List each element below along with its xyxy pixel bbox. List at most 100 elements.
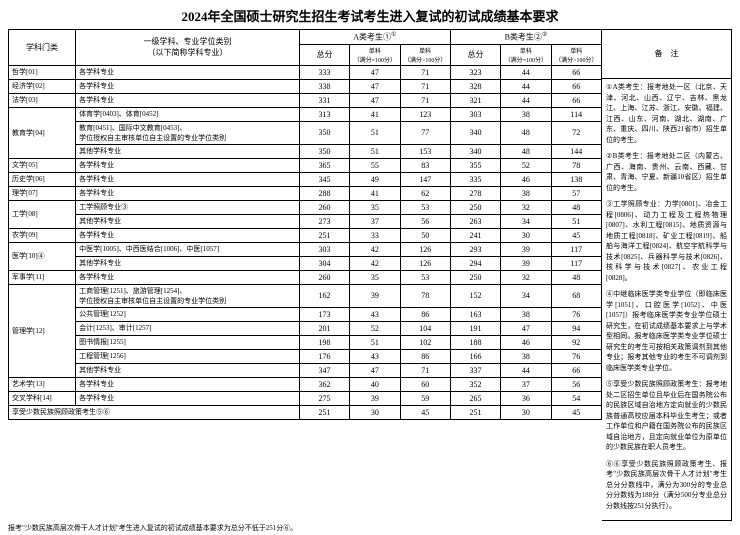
- cell-score: 37: [501, 377, 551, 391]
- content-wrap: 学科门类 一级学科、专业学位类别 （以下简称学科专业） A类考生①① B类考生②…: [0, 29, 740, 521]
- cell-score: 76: [551, 349, 601, 363]
- cell-score: 288: [299, 186, 349, 200]
- table-row: 医学[10]④中医学[1005]、中西医结合[1006]、中医[1057]303…: [9, 242, 602, 256]
- cell-score: 71: [400, 79, 450, 93]
- cell-score: 260: [299, 270, 349, 284]
- cell-score: 68: [551, 284, 601, 307]
- cell-score: 163: [450, 307, 500, 321]
- cell-score: 38: [501, 349, 551, 363]
- cell-score: 338: [299, 79, 349, 93]
- cell-score: 250: [450, 200, 500, 214]
- table-row: 艺术学[13]各学科专业36240603523756: [9, 377, 602, 391]
- cell-score: 45: [400, 405, 450, 419]
- cell-score: 48: [551, 270, 601, 284]
- cell-major: 各学科专业: [76, 65, 300, 79]
- cell-score: 78: [551, 158, 601, 172]
- cell-score: 313: [299, 107, 349, 121]
- cell-score: 38: [501, 107, 551, 121]
- cell-score: 59: [400, 391, 450, 405]
- cell-score: 47: [350, 93, 400, 107]
- cell-score: 340: [450, 121, 500, 144]
- cell-major: 其他学科专业: [76, 256, 300, 270]
- cell-score: 352: [450, 377, 500, 391]
- cell-major: 中医学[1005]、中西医结合[1006]、中医[1057]: [76, 242, 300, 256]
- cell-score: 49: [350, 172, 400, 186]
- cell-score: 104: [400, 321, 450, 335]
- note-item: ②B类考生：报考地处二区（内蒙古、广西、海南、贵州、云南、西藏、甘肃、青海、宁夏…: [606, 151, 727, 193]
- cell-major: 各学科专业: [76, 228, 300, 242]
- table-row: 其他学科专业34747713374466: [9, 363, 602, 377]
- cell-category: 历史学[06]: [9, 172, 76, 186]
- cell-major: 会计[1253]、审计[1257]: [76, 321, 300, 335]
- cell-category: 交叉学科[14]: [9, 391, 76, 405]
- table-row: 享受少数民族照顾政策考生⑤⑥25130452513045: [9, 405, 602, 419]
- cell-major: 各学科专业: [76, 186, 300, 200]
- cell-score: 355: [450, 158, 500, 172]
- cell-score: 57: [551, 186, 601, 200]
- table-row: 图书情报[1255]198511021884692: [9, 335, 602, 349]
- notes-panel: 备 注 ①A类考生：报考地处一区（北京、天津、河北、山西、辽宁、吉林、黑龙江、上…: [602, 29, 732, 521]
- note-item: ③工学照顾专业：力学[0801]、冶金工程[0806]、动力工程及工程热物理[0…: [606, 199, 727, 283]
- cell-score: 250: [450, 270, 500, 284]
- cell-score: 294: [450, 256, 500, 270]
- cell-score: 144: [551, 144, 601, 158]
- cell-major: 各学科专业: [76, 391, 300, 405]
- table-head: 学科门类 一级学科、专业学位类别 （以下简称学科专业） A类考生①① B类考生②…: [9, 30, 602, 66]
- cell-score: 32: [501, 270, 551, 284]
- cell-score: 328: [450, 79, 500, 93]
- cell-score: 153: [400, 144, 450, 158]
- cell-score: 47: [350, 79, 400, 93]
- cell-score: 66: [551, 65, 601, 79]
- page-title: 2024年全国硕士研究生招生考试考生进入复试的初试成绩基本要求: [0, 0, 740, 29]
- cell-score: 152: [450, 284, 500, 307]
- table-row: 工程管理[1256]17643861663876: [9, 349, 602, 363]
- cell-score: 333: [299, 65, 349, 79]
- cell-score: 44: [501, 93, 551, 107]
- cell-category: 享受少数民族照顾政策考生⑤⑥: [9, 405, 300, 419]
- table-row: 管理学[12]工商管理[1251]、旅游管理[1254]、 学位授权自主审核单位…: [9, 284, 602, 307]
- cell-score: 43: [350, 307, 400, 321]
- cell-score: 251: [450, 405, 500, 419]
- table-row: 工学[08]工学照顾专业③26035532503248: [9, 200, 602, 214]
- cell-score: 53: [400, 270, 450, 284]
- h-b-s2: 单科 （满分>100分）: [551, 44, 601, 65]
- cell-score: 71: [400, 65, 450, 79]
- cell-score: 41: [350, 186, 400, 200]
- table-row: 交叉学科[14]各学科专业27539592653654: [9, 391, 602, 405]
- cell-score: 47: [350, 65, 400, 79]
- cell-score: 35: [350, 270, 400, 284]
- h-b-total: 总分: [450, 44, 500, 65]
- h-a-s1: 单科 （满分=100分）: [350, 44, 400, 65]
- cell-category: 法学[03]: [9, 93, 76, 107]
- table-row: 哲学[01]各学科专业33347713234466: [9, 65, 602, 79]
- cell-score: 50: [400, 228, 450, 242]
- h-major: 一级学科、专业学位类别 （以下简称学科专业）: [76, 30, 300, 66]
- table-row: 军事学[11]各学科专业26035532503248: [9, 270, 602, 284]
- table-row: 其他学科专业3505115334048144: [9, 144, 602, 158]
- main-table-area: 学科门类 一级学科、专业学位类别 （以下简称学科专业） A类考生①① B类考生②…: [8, 29, 602, 521]
- cell-major: 公共管理[1252]: [76, 307, 300, 321]
- cell-score: 42: [350, 256, 400, 270]
- cell-score: 38: [501, 186, 551, 200]
- cell-category: 医学[10]④: [9, 242, 76, 270]
- cell-score: 347: [299, 363, 349, 377]
- cell-score: 162: [299, 284, 349, 307]
- cell-score: 350: [299, 121, 349, 144]
- cell-score: 94: [551, 321, 601, 335]
- cell-score: 273: [299, 214, 349, 228]
- cell-score: 37: [350, 214, 400, 228]
- table-row: 教育[0451]、国际中文教育[0453]、 学位授权自主审核单位自主设置的专业…: [9, 121, 602, 144]
- cell-score: 30: [501, 405, 551, 419]
- cell-score: 30: [350, 405, 400, 419]
- cell-score: 39: [501, 242, 551, 256]
- cell-score: 201: [299, 321, 349, 335]
- table-row: 会计[1253]、审计[1257]201521041914794: [9, 321, 602, 335]
- cell-score: 337: [450, 363, 500, 377]
- cell-score: 331: [299, 93, 349, 107]
- cell-major: 工学照顾专业③: [76, 200, 300, 214]
- cell-score: 251: [299, 228, 349, 242]
- table-row: 经济学[02]各学科专业33847713284466: [9, 79, 602, 93]
- cell-score: 47: [501, 321, 551, 335]
- cell-score: 251: [299, 405, 349, 419]
- cell-score: 41: [350, 107, 400, 121]
